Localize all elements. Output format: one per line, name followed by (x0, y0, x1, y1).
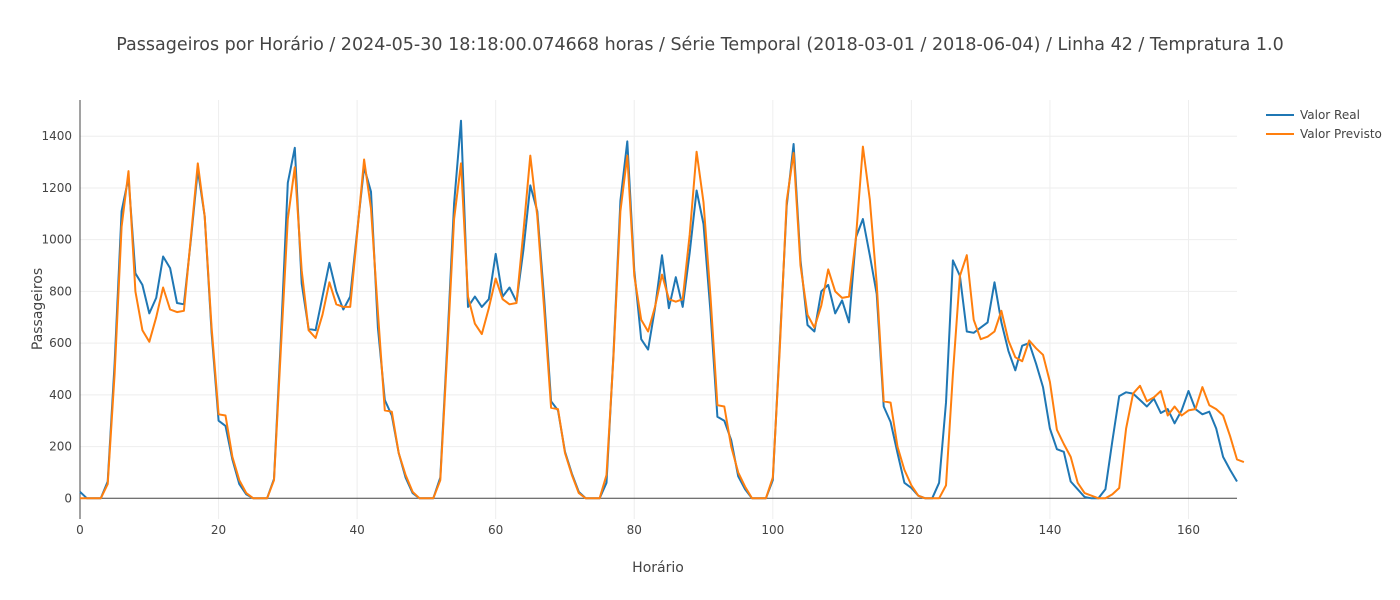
legend-label-valor-real[interactable]: Valor Real (1300, 108, 1360, 122)
y-tick-label: 1000 (41, 233, 72, 247)
y-tick-label: 600 (49, 336, 72, 350)
y-tick-label: 200 (49, 440, 72, 454)
gridlines (80, 100, 1237, 519)
series-lines (79, 119, 1245, 500)
y-tick-label: 1400 (41, 129, 72, 143)
legend[interactable]: Valor Real Valor Previsto (1266, 108, 1382, 141)
y-tick-label: 400 (49, 388, 72, 402)
y-axis-title: Passageiros (30, 268, 46, 350)
x-tick-label: 60 (488, 523, 503, 537)
y-tick-label: 0 (64, 491, 72, 505)
x-tick-label: 160 (1177, 523, 1200, 537)
x-tick-label: 100 (761, 523, 784, 537)
chart-title: Passageiros por Horário / 2024-05-30 18:… (116, 35, 1283, 55)
x-axis-title: Horário (632, 560, 684, 576)
series-line-valor-previsto (80, 145, 1245, 500)
x-tick-label: 80 (627, 523, 642, 537)
axes: 0 20 40 60 80 100 120 140 160 0 200 400 600 800 1000 12… (41, 100, 1237, 537)
x-tick-label: 20 (211, 523, 226, 537)
y-tick-label: 800 (49, 284, 72, 298)
y-tick-label: 1200 (41, 181, 72, 195)
x-tick-label: 0 (76, 523, 84, 537)
x-tick-label: 40 (349, 523, 364, 537)
x-tick-label: 140 (1038, 523, 1061, 537)
legend-label-valor-previsto[interactable]: Valor Previsto (1300, 127, 1382, 141)
x-tick-label: 120 (900, 523, 923, 537)
